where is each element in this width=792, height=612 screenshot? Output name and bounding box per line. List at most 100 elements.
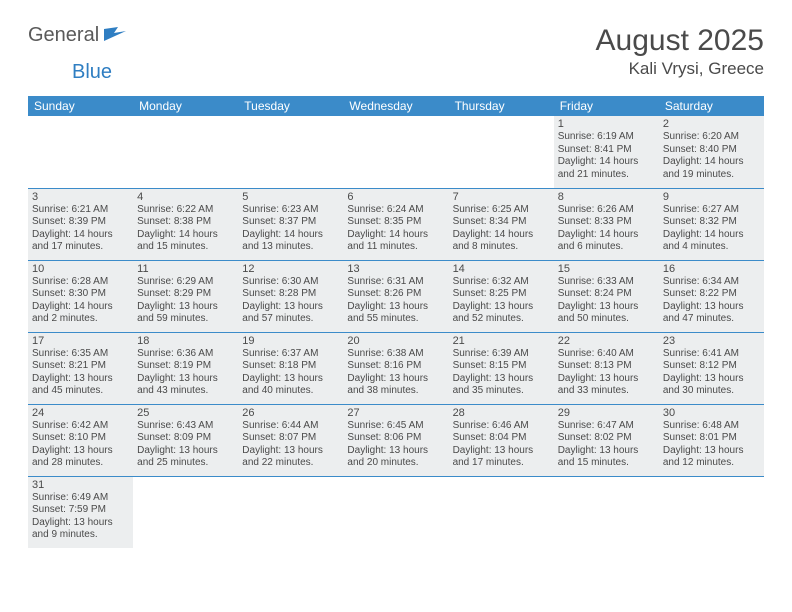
day-details: Sunrise: 6:20 AMSunset: 8:40 PMDaylight:… bbox=[663, 131, 760, 181]
logo-text-general: General bbox=[28, 24, 99, 47]
calendar-cell: 30Sunrise: 6:48 AMSunset: 8:01 PMDayligh… bbox=[659, 404, 764, 476]
day-details: Sunrise: 6:36 AMSunset: 8:19 PMDaylight:… bbox=[137, 348, 234, 398]
day-number: 18 bbox=[137, 335, 234, 347]
day-number: 3 bbox=[32, 191, 129, 203]
day-number: 6 bbox=[347, 191, 444, 203]
calendar-cell bbox=[28, 116, 133, 188]
day-details: Sunrise: 6:47 AMSunset: 8:02 PMDaylight:… bbox=[558, 420, 655, 470]
day-number: 10 bbox=[32, 263, 129, 275]
day-details: Sunrise: 6:44 AMSunset: 8:07 PMDaylight:… bbox=[242, 420, 339, 470]
calendar-cell: 23Sunrise: 6:41 AMSunset: 8:12 PMDayligh… bbox=[659, 332, 764, 404]
day-number: 27 bbox=[347, 407, 444, 419]
day-details: Sunrise: 6:22 AMSunset: 8:38 PMDaylight:… bbox=[137, 204, 234, 254]
day-number: 7 bbox=[453, 191, 550, 203]
day-details: Sunrise: 6:24 AMSunset: 8:35 PMDaylight:… bbox=[347, 204, 444, 254]
day-number: 19 bbox=[242, 335, 339, 347]
day-details: Sunrise: 6:34 AMSunset: 8:22 PMDaylight:… bbox=[663, 276, 760, 326]
calendar-cell: 5Sunrise: 6:23 AMSunset: 8:37 PMDaylight… bbox=[238, 188, 343, 260]
calendar-cell bbox=[449, 476, 554, 548]
weekday-header: Monday bbox=[133, 96, 238, 116]
day-number: 15 bbox=[558, 263, 655, 275]
day-details: Sunrise: 6:21 AMSunset: 8:39 PMDaylight:… bbox=[32, 204, 129, 254]
calendar-cell: 29Sunrise: 6:47 AMSunset: 8:02 PMDayligh… bbox=[554, 404, 659, 476]
logo-text-blue: Blue bbox=[72, 61, 112, 83]
day-details: Sunrise: 6:40 AMSunset: 8:13 PMDaylight:… bbox=[558, 348, 655, 398]
day-number: 29 bbox=[558, 407, 655, 419]
calendar-cell: 13Sunrise: 6:31 AMSunset: 8:26 PMDayligh… bbox=[343, 260, 448, 332]
weekday-header: Friday bbox=[554, 96, 659, 116]
calendar-cell bbox=[659, 476, 764, 548]
day-details: Sunrise: 6:27 AMSunset: 8:32 PMDaylight:… bbox=[663, 204, 760, 254]
calendar-cell: 22Sunrise: 6:40 AMSunset: 8:13 PMDayligh… bbox=[554, 332, 659, 404]
calendar-cell: 7Sunrise: 6:25 AMSunset: 8:34 PMDaylight… bbox=[449, 188, 554, 260]
day-details: Sunrise: 6:43 AMSunset: 8:09 PMDaylight:… bbox=[137, 420, 234, 470]
calendar-cell bbox=[238, 116, 343, 188]
calendar-cell: 12Sunrise: 6:30 AMSunset: 8:28 PMDayligh… bbox=[238, 260, 343, 332]
day-details: Sunrise: 6:49 AMSunset: 7:59 PMDaylight:… bbox=[32, 492, 129, 542]
weekday-header-row: Sunday Monday Tuesday Wednesday Thursday… bbox=[28, 96, 764, 116]
day-details: Sunrise: 6:32 AMSunset: 8:25 PMDaylight:… bbox=[453, 276, 550, 326]
calendar-cell: 19Sunrise: 6:37 AMSunset: 8:18 PMDayligh… bbox=[238, 332, 343, 404]
calendar-cell bbox=[554, 476, 659, 548]
calendar-cell: 18Sunrise: 6:36 AMSunset: 8:19 PMDayligh… bbox=[133, 332, 238, 404]
weekday-header: Wednesday bbox=[343, 96, 448, 116]
day-number: 26 bbox=[242, 407, 339, 419]
day-number: 13 bbox=[347, 263, 444, 275]
weekday-header: Sunday bbox=[28, 96, 133, 116]
calendar-row: 24Sunrise: 6:42 AMSunset: 8:10 PMDayligh… bbox=[28, 404, 764, 476]
calendar-row: 31Sunrise: 6:49 AMSunset: 7:59 PMDayligh… bbox=[28, 476, 764, 548]
month-title: August 2025 bbox=[596, 24, 764, 57]
calendar-table: Sunday Monday Tuesday Wednesday Thursday… bbox=[28, 96, 764, 548]
day-number: 12 bbox=[242, 263, 339, 275]
day-details: Sunrise: 6:38 AMSunset: 8:16 PMDaylight:… bbox=[347, 348, 444, 398]
day-number: 21 bbox=[453, 335, 550, 347]
day-details: Sunrise: 6:39 AMSunset: 8:15 PMDaylight:… bbox=[453, 348, 550, 398]
calendar-cell: 9Sunrise: 6:27 AMSunset: 8:32 PMDaylight… bbox=[659, 188, 764, 260]
calendar-cell: 4Sunrise: 6:22 AMSunset: 8:38 PMDaylight… bbox=[133, 188, 238, 260]
weekday-header: Thursday bbox=[449, 96, 554, 116]
day-number: 30 bbox=[663, 407, 760, 419]
calendar-row: 1Sunrise: 6:19 AMSunset: 8:41 PMDaylight… bbox=[28, 116, 764, 188]
calendar-cell: 3Sunrise: 6:21 AMSunset: 8:39 PMDaylight… bbox=[28, 188, 133, 260]
calendar-cell bbox=[343, 476, 448, 548]
day-details: Sunrise: 6:31 AMSunset: 8:26 PMDaylight:… bbox=[347, 276, 444, 326]
day-number: 23 bbox=[663, 335, 760, 347]
day-details: Sunrise: 6:41 AMSunset: 8:12 PMDaylight:… bbox=[663, 348, 760, 398]
calendar-cell: 20Sunrise: 6:38 AMSunset: 8:16 PMDayligh… bbox=[343, 332, 448, 404]
day-details: Sunrise: 6:19 AMSunset: 8:41 PMDaylight:… bbox=[558, 131, 655, 181]
day-details: Sunrise: 6:25 AMSunset: 8:34 PMDaylight:… bbox=[453, 204, 550, 254]
calendar-cell bbox=[449, 116, 554, 188]
calendar-cell bbox=[133, 476, 238, 548]
day-details: Sunrise: 6:23 AMSunset: 8:37 PMDaylight:… bbox=[242, 204, 339, 254]
day-details: Sunrise: 6:45 AMSunset: 8:06 PMDaylight:… bbox=[347, 420, 444, 470]
calendar-cell bbox=[133, 116, 238, 188]
calendar-row: 17Sunrise: 6:35 AMSunset: 8:21 PMDayligh… bbox=[28, 332, 764, 404]
day-details: Sunrise: 6:35 AMSunset: 8:21 PMDaylight:… bbox=[32, 348, 129, 398]
day-details: Sunrise: 6:29 AMSunset: 8:29 PMDaylight:… bbox=[137, 276, 234, 326]
calendar-cell: 14Sunrise: 6:32 AMSunset: 8:25 PMDayligh… bbox=[449, 260, 554, 332]
day-number: 8 bbox=[558, 191, 655, 203]
day-number: 2 bbox=[663, 118, 760, 130]
day-number: 28 bbox=[453, 407, 550, 419]
calendar-cell: 1Sunrise: 6:19 AMSunset: 8:41 PMDaylight… bbox=[554, 116, 659, 188]
calendar-cell: 26Sunrise: 6:44 AMSunset: 8:07 PMDayligh… bbox=[238, 404, 343, 476]
calendar-cell: 6Sunrise: 6:24 AMSunset: 8:35 PMDaylight… bbox=[343, 188, 448, 260]
calendar-row: 10Sunrise: 6:28 AMSunset: 8:30 PMDayligh… bbox=[28, 260, 764, 332]
day-details: Sunrise: 6:26 AMSunset: 8:33 PMDaylight:… bbox=[558, 204, 655, 254]
calendar-cell bbox=[238, 476, 343, 548]
day-number: 5 bbox=[242, 191, 339, 203]
calendar-cell: 17Sunrise: 6:35 AMSunset: 8:21 PMDayligh… bbox=[28, 332, 133, 404]
day-details: Sunrise: 6:46 AMSunset: 8:04 PMDaylight:… bbox=[453, 420, 550, 470]
calendar-cell: 10Sunrise: 6:28 AMSunset: 8:30 PMDayligh… bbox=[28, 260, 133, 332]
day-number: 16 bbox=[663, 263, 760, 275]
day-number: 25 bbox=[137, 407, 234, 419]
day-number: 4 bbox=[137, 191, 234, 203]
calendar-cell: 16Sunrise: 6:34 AMSunset: 8:22 PMDayligh… bbox=[659, 260, 764, 332]
day-number: 24 bbox=[32, 407, 129, 419]
calendar-row: 3Sunrise: 6:21 AMSunset: 8:39 PMDaylight… bbox=[28, 188, 764, 260]
day-details: Sunrise: 6:48 AMSunset: 8:01 PMDaylight:… bbox=[663, 420, 760, 470]
calendar-cell: 8Sunrise: 6:26 AMSunset: 8:33 PMDaylight… bbox=[554, 188, 659, 260]
calendar-cell: 27Sunrise: 6:45 AMSunset: 8:06 PMDayligh… bbox=[343, 404, 448, 476]
calendar-cell: 31Sunrise: 6:49 AMSunset: 7:59 PMDayligh… bbox=[28, 476, 133, 548]
day-number: 11 bbox=[137, 263, 234, 275]
